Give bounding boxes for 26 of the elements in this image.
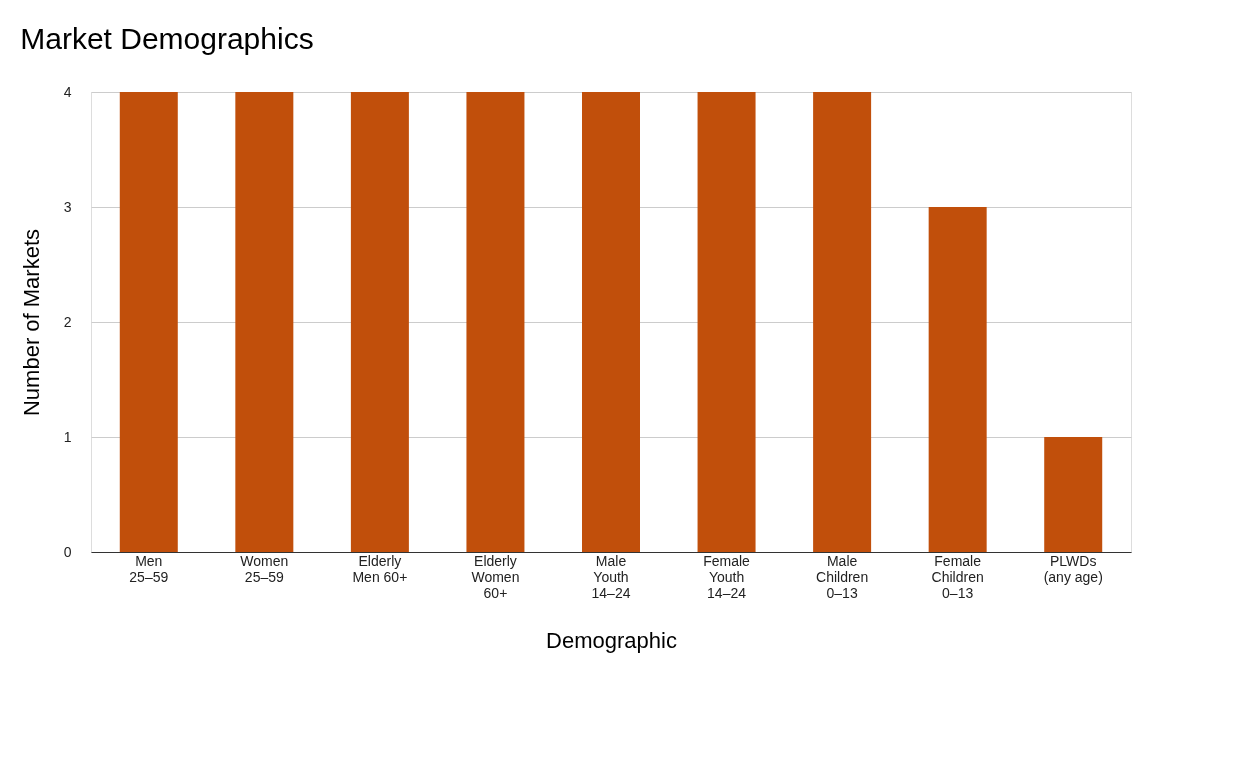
chart-title: Market Demographics xyxy=(20,22,314,55)
y-tick-label: 1 xyxy=(63,428,72,445)
bar xyxy=(119,92,178,552)
y-tick-label: 0 xyxy=(63,543,72,560)
y-tick-label: 3 xyxy=(63,198,72,215)
x-tick-label: Male Youth 14–24 xyxy=(591,552,631,601)
bar xyxy=(350,92,409,552)
x-axis-title: Demographic xyxy=(546,627,677,653)
bar xyxy=(235,92,294,552)
x-tick-label: Elderly Men 60+ xyxy=(352,552,408,585)
bar xyxy=(928,207,987,552)
x-tick-label: Female Children 0–13 xyxy=(931,552,984,601)
x-tick-label: Elderly Women 60+ xyxy=(471,552,520,601)
x-tick-label: Women 25–59 xyxy=(240,552,289,585)
y-axis-title: Number of Markets xyxy=(18,228,44,417)
bar xyxy=(697,92,756,552)
bar xyxy=(582,92,640,552)
bar xyxy=(466,92,525,552)
y-tick-label: 4 xyxy=(63,83,72,100)
x-tick-label: Male Children 0–13 xyxy=(816,552,869,601)
y-tick-label: 2 xyxy=(63,313,72,330)
bar xyxy=(1044,437,1103,552)
x-tick-label: Men 25–59 xyxy=(129,552,169,585)
x-tick-label: Female Youth 14–24 xyxy=(703,552,751,601)
x-tick-label: PLWDs (any age) xyxy=(1043,552,1103,585)
bar xyxy=(813,92,872,552)
